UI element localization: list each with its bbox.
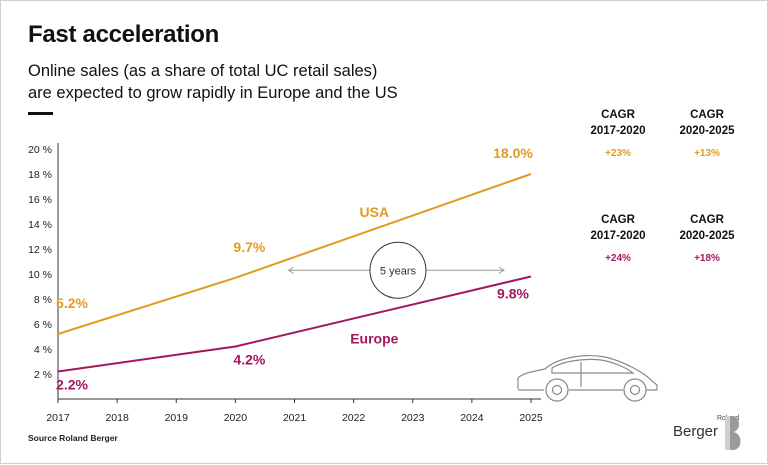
- car-window: [551, 358, 635, 374]
- x-tick-label: 2019: [165, 412, 189, 424]
- span-arrow-left-head: [287, 266, 294, 274]
- x-tick-label: 2023: [401, 412, 425, 424]
- series-lines: [57, 173, 532, 373]
- car-rear-wheel: [623, 378, 647, 402]
- cagr-value: +18%: [694, 253, 720, 264]
- span-circle: [369, 241, 427, 299]
- cagr-period: 2020-2025: [680, 230, 736, 242]
- y-tick-label: 18 %: [28, 169, 52, 181]
- data-label: 9.7%: [233, 239, 265, 255]
- x-tick-label: 2024: [460, 412, 484, 424]
- data-labels: 5.2% 9.7% 18.0% 2.2% 4.2% 9.8% USA Europe: [56, 145, 533, 393]
- x-tick-label: 2017: [46, 412, 70, 424]
- cagr-value: +13%: [694, 148, 720, 159]
- x-tick-label: 2020: [224, 412, 248, 424]
- subtitle-line-2: are expected to grow rapidly in Europe a…: [28, 84, 398, 102]
- cagr-value: +23%: [605, 148, 631, 159]
- cagr-header: CAGR: [601, 109, 636, 121]
- y-tick-label: 4 %: [34, 344, 52, 356]
- cagr-header: CAGR: [690, 214, 725, 226]
- logo-b-mark: [725, 416, 741, 450]
- series-line-europe: [57, 275, 532, 373]
- x-tick-label: 2025: [519, 412, 543, 424]
- cagr-value: +24%: [605, 253, 631, 264]
- page-title: Fast acceleration: [28, 21, 219, 48]
- cagr-period: 2017-2020: [591, 230, 646, 242]
- source-note: Source Roland Berger: [28, 433, 118, 443]
- subtitle-line-1: Online sales (as a share of total UC ret…: [28, 62, 378, 80]
- data-label: 18.0%: [493, 145, 533, 161]
- data-label: 2.2%: [56, 377, 88, 393]
- y-tick-label: 12 %: [28, 244, 52, 256]
- x-tick-label: 2018: [105, 412, 129, 424]
- x-tick-label: 2021: [283, 412, 307, 424]
- y-tick-label: 8 %: [34, 294, 52, 306]
- data-label: 5.2%: [56, 295, 88, 311]
- title-underline: [28, 112, 53, 115]
- logo-b-highlight: [725, 416, 730, 450]
- y-tick-label: 10 %: [28, 269, 52, 281]
- series-label-usa: USA: [360, 204, 390, 220]
- roland-berger-logo: Roland Berger: [673, 415, 743, 455]
- span-arrow-right-head: [498, 266, 505, 274]
- car-illustration: [517, 355, 658, 402]
- page-subtitle: Online sales (as a share of total UC ret…: [28, 60, 548, 104]
- axes: 2 % 4 % 6 % 8 % 10 % 12 % 14 % 16 % 18 % 20 % 2017…: [28, 143, 543, 424]
- series-line-usa: [57, 173, 532, 335]
- cagr-period: 2017-2020: [591, 125, 646, 137]
- data-label: 9.8%: [497, 286, 529, 302]
- cagr-header: CAGR: [601, 214, 636, 226]
- y-tick-label: 14 %: [28, 219, 52, 231]
- y-tick-label: 16 %: [28, 194, 52, 206]
- cagr-table: CAGR 2017-2020 +23% CAGR 2020-2025 +13% CAGR 20…: [591, 109, 736, 264]
- y-tick-label: 2 %: [34, 369, 52, 381]
- car-rear-hub: [629, 384, 641, 396]
- series-label-europe: Europe: [350, 331, 398, 347]
- y-tick-label: 20 %: [28, 144, 52, 156]
- car-front-hub: [551, 384, 563, 396]
- car-body: [517, 355, 658, 391]
- car-front-wheel: [545, 378, 569, 402]
- data-label: 4.2%: [233, 352, 265, 368]
- logo-big-text: Berger: [673, 423, 719, 440]
- cagr-period: 2020-2025: [680, 125, 736, 137]
- span-label: 5 years: [380, 265, 417, 277]
- annotations: 5 years: [287, 241, 505, 299]
- y-tick-label: 6 %: [34, 319, 52, 331]
- x-tick-label: 2022: [342, 412, 366, 424]
- cagr-header: CAGR: [690, 109, 725, 121]
